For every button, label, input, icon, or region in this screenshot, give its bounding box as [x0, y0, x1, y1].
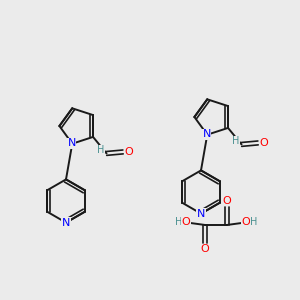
Text: N: N: [202, 129, 211, 139]
Text: H: H: [98, 146, 105, 155]
Text: H: H: [176, 217, 183, 227]
Text: N: N: [197, 208, 205, 219]
Text: N: N: [62, 218, 70, 228]
Text: N: N: [68, 138, 76, 148]
Text: H: H: [232, 136, 240, 146]
Text: O: O: [201, 244, 210, 254]
Text: O: O: [182, 217, 190, 227]
Text: O: O: [222, 196, 231, 206]
Text: O: O: [259, 138, 268, 148]
Text: O: O: [242, 217, 250, 227]
Text: H: H: [250, 217, 258, 227]
Text: O: O: [124, 147, 133, 157]
